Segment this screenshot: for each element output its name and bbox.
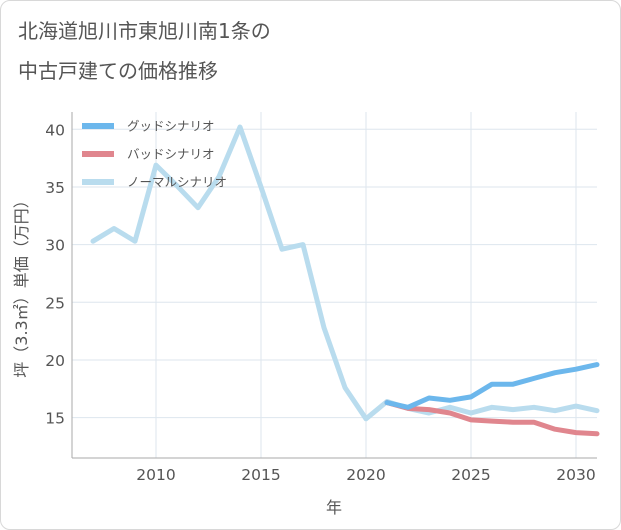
series-line-normal [90, 124, 600, 422]
y-tick-label: 25 [45, 294, 65, 312]
y-tick-labels: 15 20 25 30 35 40 [45, 121, 65, 427]
y-tick-label: 30 [45, 237, 65, 255]
legend-label-bad: バッドシナリオ [127, 147, 215, 162]
y-tick-label: 15 [45, 410, 65, 428]
x-tick-label: 2015 [241, 466, 280, 484]
x-axis-title: 年 [326, 498, 342, 517]
grid [72, 112, 597, 458]
chart-title-line-1: 北海道旭川市東旭川南1条の [18, 19, 271, 43]
series-line-bad [384, 400, 600, 437]
series-line-good [384, 362, 600, 410]
x-tick-labels: 2010 2015 2020 2025 2030 [136, 466, 595, 484]
legend-label-normal: ノーマルシナリオ [127, 175, 227, 190]
series-layer [90, 124, 600, 437]
y-axis-title: 坪（3.3㎡）単価（万円） [12, 192, 31, 377]
plot-frame [71, 112, 597, 459]
x-tick-label: 2010 [136, 466, 175, 484]
chart-title-line-2: 中古戸建ての価格推移 [18, 59, 218, 83]
legend-label-good: グッドシナリオ [127, 119, 215, 134]
y-tick-label: 40 [45, 121, 65, 139]
x-tick-label: 2025 [451, 466, 490, 484]
x-tick-label: 2030 [556, 466, 595, 484]
y-tick-label: 20 [45, 352, 65, 370]
y-tick-label: 35 [45, 179, 65, 197]
x-tick-label: 2020 [346, 466, 385, 484]
